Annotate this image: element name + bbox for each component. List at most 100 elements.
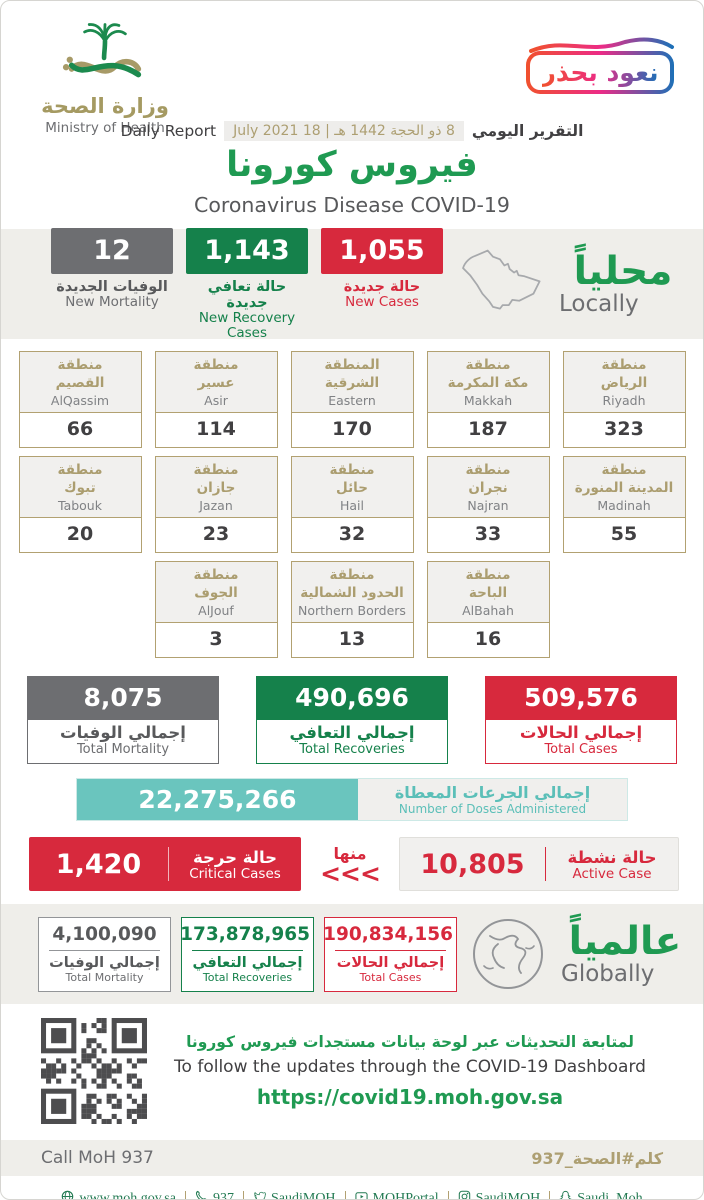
doses-bar: 22,275,266 إجمالي الجرعات المعطاة Number…	[76, 778, 628, 822]
moh-logo: وزارة الصحة Ministry of Health	[35, 19, 175, 136]
region-card-header: منطقة المدينة المنورة Madinah	[563, 457, 685, 519]
region-ar-line2: الحدود الشمالية	[300, 584, 404, 601]
doses-label-ar: إجمالي الجرعات المعطاة	[394, 783, 591, 803]
region-ar-line1: منطقة	[193, 567, 239, 584]
dashboard-url-link[interactable]: https://covid19.moh.gov.sa	[256, 1085, 564, 1110]
call-hashtag-label: كلم#الصحة_937	[531, 1148, 663, 1168]
region-ar-line2: الشرقية	[324, 374, 380, 391]
region-card-header: منطقة حائل Hail	[291, 457, 413, 519]
daily-report-label-ar: التقرير اليومي	[471, 122, 584, 140]
locally-stats: 1,055 حالة جديدة New Cases 1,143 حالة تع…	[51, 227, 443, 341]
region-ar-line1: المنطقة	[324, 357, 380, 373]
wave-icon	[519, 35, 681, 55]
footer-link-instagram[interactable]: SaudiMOH	[449, 1190, 550, 1200]
badge-frame: نعود بحذر	[526, 51, 675, 94]
region-card-header: منطقة نجران Najran	[427, 457, 549, 519]
total-label-en: Total Recoveries	[299, 742, 405, 758]
locally-heading: محلياً Locally	[559, 249, 687, 316]
stat-label-ar: الوفيات الجديدة	[56, 278, 168, 295]
global-value: 4,100,090	[52, 923, 157, 945]
chevrons-left-icon: <<<	[320, 859, 381, 889]
footer-link-snapchat[interactable]: Saudi_Moh	[550, 1190, 651, 1200]
region-name-en: Najran	[467, 498, 509, 514]
dashboard-line-ar: لمتابعة التحديثات عبر لوحة بيانات مستجدا…	[186, 1033, 634, 1052]
region-ar-line1: منطقة	[465, 567, 511, 584]
globally-heading-en: Globally	[561, 961, 655, 988]
stat-value: 1,055	[321, 227, 443, 274]
return-with-caution-badge: نعود بحذر	[519, 35, 681, 94]
footer-link-globe[interactable]: www.moh.gov.sa	[52, 1190, 185, 1199]
region-value: 187	[468, 418, 508, 441]
footer-link-label: Saudi_Moh	[577, 1191, 643, 1200]
critical-value: 1,420	[55, 848, 142, 880]
region-card: منطقة الباحة AlBahah 16	[426, 561, 550, 659]
region-row: منطقة الرياض Riyadh 323 منطقة مكة المكرم…	[1, 351, 703, 449]
doses-label-en: Number of Doses Administered	[398, 802, 587, 817]
footer-link-twitter[interactable]: SaudiMOH	[244, 1190, 345, 1200]
region-name-en: Eastern	[328, 393, 376, 409]
region-card: المنطقة الشرقية Eastern 170	[290, 351, 414, 449]
region-card: منطقة جازان Jazan 23	[154, 456, 278, 554]
region-ar-line2: تبوك	[64, 479, 96, 496]
region-ar-line1: منطقة	[465, 462, 511, 479]
region-card: منطقة عسير Asir 114	[154, 351, 278, 449]
region-value: 66	[66, 418, 94, 441]
snapchat-icon	[559, 1190, 572, 1199]
region-card: منطقة مكة المكرمة Makkah 187	[426, 351, 550, 449]
region-ar-line1: منطقة	[601, 357, 647, 373]
region-card-header: منطقة الرياض Riyadh	[563, 352, 685, 414]
dashboard-line-en: To follow the updates through the COVID-…	[174, 1057, 646, 1078]
qr-code[interactable]	[41, 1018, 147, 1125]
region-ar-line1: منطقة	[329, 567, 375, 584]
total-label: إجمالي الحالات Total Cases	[485, 720, 677, 765]
region-value: 13	[338, 628, 366, 651]
call-moh-label: Call MoH 937	[41, 1148, 154, 1169]
region-name-en: Tabouk	[58, 498, 102, 514]
region-value: 32	[338, 523, 366, 546]
footer-separator	[344, 1191, 346, 1199]
region-card: منطقة حائل Hail 32	[290, 456, 414, 554]
footer-link-youtube[interactable]: MOHPortal	[346, 1190, 448, 1200]
daily-report-label-en: Daily Report	[120, 122, 217, 140]
total-card: 8,075 إجمالي الوفيات Total Mortality	[27, 676, 219, 765]
region-ar-line2: مكة المكرمة	[447, 374, 529, 391]
footer-link-label: MOHPortal	[372, 1191, 439, 1200]
region-ar-line2: الرياض	[600, 374, 648, 391]
region-value: 55	[610, 523, 638, 546]
totals-row: 509,576 إجمالي الحالات Total Cases 490,6…	[1, 666, 703, 765]
stat-label-en: New Mortality	[65, 293, 159, 310]
divider	[168, 847, 169, 882]
stat-label-ar: حالة جديدة	[343, 278, 421, 295]
region-ar-line1: منطقة	[329, 462, 375, 479]
region-ar-line2: عسير	[197, 374, 235, 391]
region-ar-line1: منطقة	[57, 462, 103, 479]
critical-label-ar: حالة حرجة	[192, 847, 278, 867]
globe-icon	[61, 1190, 74, 1199]
global-value: 190,834,156	[323, 923, 453, 945]
footer-link-label: SaudiMOH	[270, 1191, 336, 1200]
region-name-en: AlQassim	[50, 393, 110, 409]
region-value: 170	[332, 418, 372, 441]
locally-heading-ar: محلياً	[573, 249, 673, 295]
region-name-en: Northern Borders	[298, 603, 406, 619]
divider	[335, 949, 446, 951]
active-label-en: Active Case	[572, 865, 652, 882]
total-value: 490,696	[256, 676, 448, 721]
region-card: منطقة المدينة المنورة Madinah 55	[562, 456, 686, 554]
region-name-en: AlBahah	[462, 603, 514, 619]
footer-link-phone[interactable]: 937	[186, 1190, 243, 1199]
region-card-header: منطقة تبوك Tabouk	[19, 457, 141, 519]
region-ar-line1: منطقة	[601, 462, 647, 479]
total-value: 8,075	[27, 676, 219, 721]
region-value: 3	[209, 628, 223, 651]
region-name-en: Madinah	[597, 498, 651, 514]
footer-link-label: SaudiMOH	[475, 1191, 541, 1200]
region-value: 20	[66, 523, 94, 546]
region-value: 33	[474, 523, 502, 546]
total-label-ar: إجمالي الوفيات	[60, 723, 186, 743]
region-card-header: منطقة الحدود الشمالية Northern Borders	[291, 562, 413, 624]
of-which-indicator: منها <<<	[301, 844, 399, 889]
total-value: 509,576	[485, 676, 677, 721]
region-name-en: Jazan	[199, 498, 233, 514]
